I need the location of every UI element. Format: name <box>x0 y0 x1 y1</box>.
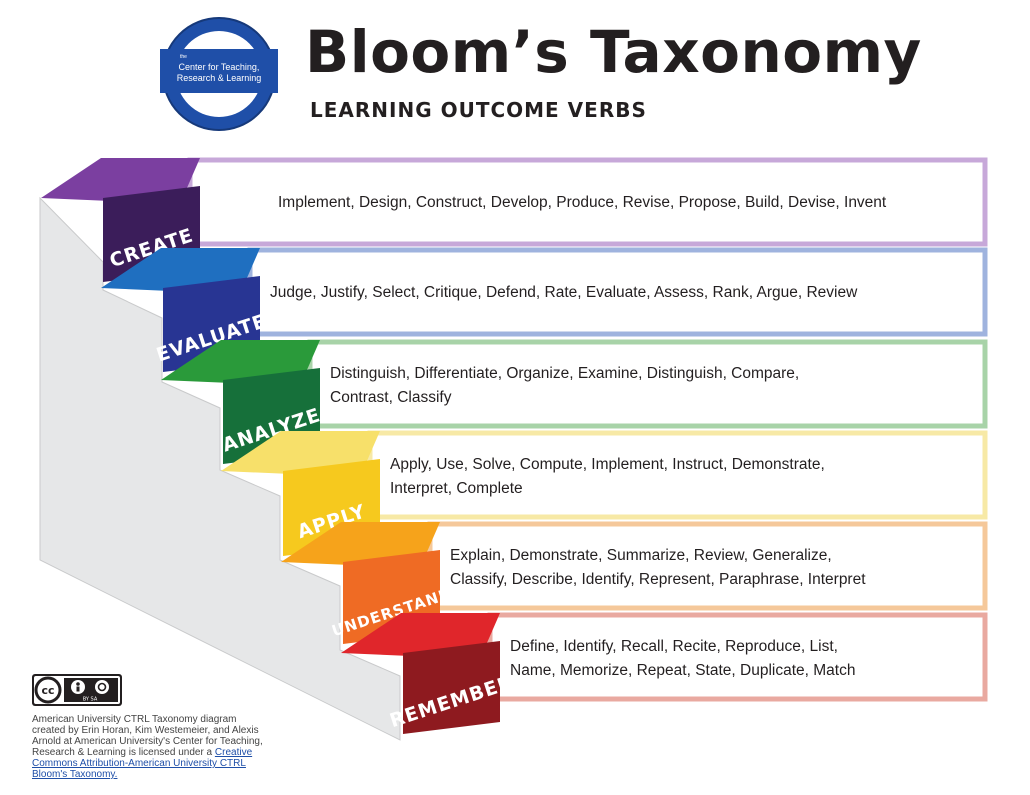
verb-line-remember: Define, Identify, Recall, Recite, Reprod… <box>510 638 838 655</box>
verb-line-evaluate: Judge, Justify, Select, Critique, Defend… <box>270 284 858 301</box>
cc-badge-text: BY SA <box>83 697 98 703</box>
verb-line-understand: Classify, Describe, Identify, Represent,… <box>450 571 866 588</box>
license-credit: American University CTRL Taxonomy diagra… <box>32 714 267 780</box>
verb-line-create: Implement, Design, Construct, Develop, P… <box>278 194 887 211</box>
verb-box-apply <box>370 433 985 517</box>
verb-line-apply: Interpret, Complete <box>390 480 523 497</box>
verb-line-apply: Apply, Use, Solve, Compute, Implement, I… <box>390 456 825 473</box>
svg-text:cc: cc <box>41 684 54 697</box>
sa-icon <box>95 680 109 694</box>
verb-line-understand: Explain, Demonstrate, Summarize, Review,… <box>450 547 832 564</box>
cc-license-badge: cc BY SA <box>32 674 132 708</box>
verb-box-remember <box>490 615 985 699</box>
verb-line-remember: Name, Memorize, Repeat, State, Duplicate… <box>510 662 855 679</box>
verb-box-analyze <box>310 342 985 426</box>
verb-box-understand <box>430 524 985 608</box>
verb-line-analyze: Contrast, Classify <box>330 389 452 406</box>
verb-line-analyze: Distinguish, Differentiate, Organize, Ex… <box>330 365 799 382</box>
